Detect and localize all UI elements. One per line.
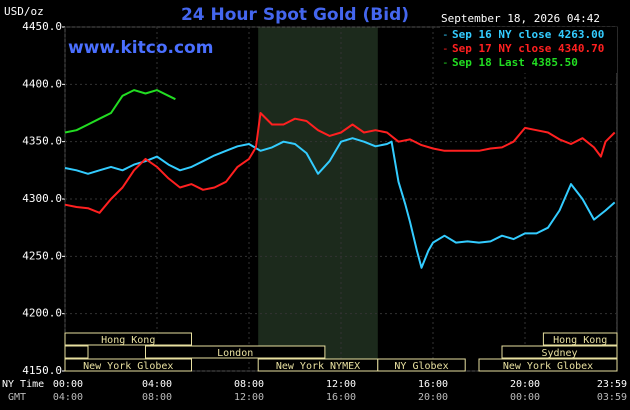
session-label: New York Globex xyxy=(503,361,593,372)
series-line xyxy=(64,112,616,214)
session-label: Sydney xyxy=(541,348,577,359)
session-bar xyxy=(501,345,618,359)
legend-label: Sep 16 NY close 4263.00 xyxy=(452,28,604,41)
y-tick-label: 4250.0 xyxy=(22,249,62,262)
session-label: New York NYMEX xyxy=(276,361,360,372)
legend-marker: - xyxy=(442,56,449,69)
x2-tick-label: 12:00 xyxy=(234,392,264,403)
session-label: New York Globex xyxy=(83,361,173,372)
series-line xyxy=(64,89,176,134)
y-tick-label: 4400.0 xyxy=(22,77,62,90)
legend-label: Sep 17 NY close 4340.70 xyxy=(452,42,604,55)
x2-tick-label: 03:59 xyxy=(597,392,627,403)
chart-title: 24 Hour Spot Gold (Bid) xyxy=(181,5,409,25)
x2-tick-label: 00:00 xyxy=(510,392,540,403)
session-bar xyxy=(478,358,618,372)
session-label: NY Globex xyxy=(394,361,448,372)
y-tick-label: 4450.0 xyxy=(22,20,62,33)
y-axis-label: USD/oz xyxy=(4,5,44,18)
session-label: Hong Kong xyxy=(101,335,155,346)
series-line xyxy=(64,137,616,269)
session-bar xyxy=(145,345,326,359)
x-tick-label: 23:59 xyxy=(597,379,627,390)
x-tick-label: 20:00 xyxy=(510,379,540,390)
x-tick-label: 00:00 xyxy=(53,379,83,390)
session-label: London xyxy=(217,348,253,359)
legend-box xyxy=(440,27,617,73)
legend-label: Sep 18 Last 4385.50 xyxy=(452,56,578,69)
legend-marker: - xyxy=(442,42,449,55)
session-bar xyxy=(64,345,89,359)
subtitle: September 18, 2026 04:42 xyxy=(441,12,600,25)
y-tick-label: 4300.0 xyxy=(22,192,62,205)
x-tick-label: 04:00 xyxy=(142,379,172,390)
x2-axis-label: GMT xyxy=(8,392,26,403)
session-bar xyxy=(64,358,192,372)
x-axis-label: NY Time xyxy=(2,379,44,390)
x-tick-label: 12:00 xyxy=(326,379,356,390)
session-bar xyxy=(64,332,192,346)
legend-marker: - xyxy=(442,28,449,41)
session-shade xyxy=(258,27,378,371)
x2-tick-label: 16:00 xyxy=(326,392,356,403)
x-tick-label: 08:00 xyxy=(234,379,264,390)
session-bar xyxy=(377,358,466,372)
y-tick-label: 4150.0 xyxy=(22,364,62,377)
x-tick-label: 16:00 xyxy=(418,379,448,390)
x2-tick-label: 04:00 xyxy=(53,392,83,403)
x2-tick-label: 20:00 xyxy=(418,392,448,403)
y-tick-label: 4350.0 xyxy=(22,135,62,148)
session-bar xyxy=(542,332,618,346)
site-url[interactable]: www.kitco.com xyxy=(68,38,213,58)
y-tick-label: 4200.0 xyxy=(22,307,62,320)
session-label: Hong Kong xyxy=(553,335,607,346)
x2-tick-label: 08:00 xyxy=(142,392,172,403)
